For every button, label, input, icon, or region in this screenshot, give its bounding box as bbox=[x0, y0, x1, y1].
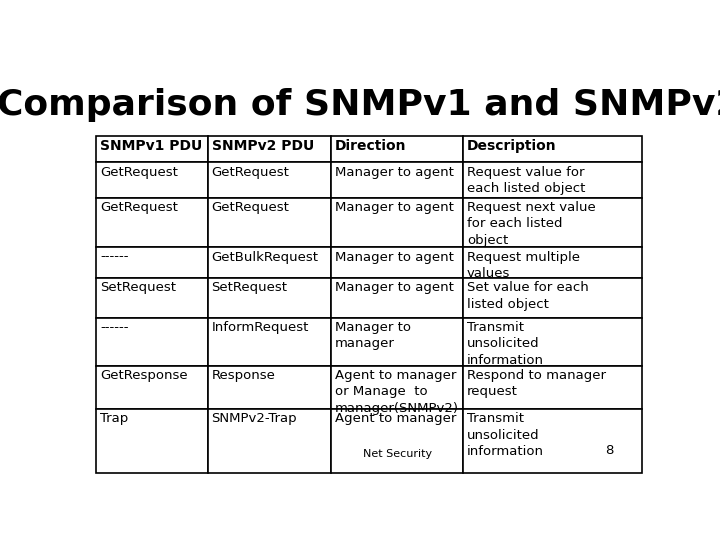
Text: Agent to manager
or Manage  to
manager(SNMPv2): Agent to manager or Manage to manager(SN… bbox=[335, 369, 459, 415]
Text: InformRequest: InformRequest bbox=[212, 321, 309, 334]
Bar bbox=[207, 247, 331, 278]
Bar bbox=[463, 409, 642, 473]
Bar bbox=[207, 409, 331, 473]
Bar bbox=[463, 163, 642, 198]
Text: Manager to
manager: Manager to manager bbox=[335, 321, 411, 350]
Text: SNMPv1 PDU: SNMPv1 PDU bbox=[100, 139, 202, 153]
Text: GetRequest: GetRequest bbox=[100, 201, 178, 214]
Text: Request multiple
values: Request multiple values bbox=[467, 251, 580, 280]
Text: SNMPv2 PDU: SNMPv2 PDU bbox=[212, 139, 314, 153]
Text: Request value for
each listed object: Request value for each listed object bbox=[467, 166, 585, 195]
Bar bbox=[96, 198, 207, 247]
Text: Agent to manager: Agent to manager bbox=[335, 412, 456, 425]
Text: SetRequest: SetRequest bbox=[100, 281, 176, 294]
Text: Response: Response bbox=[212, 369, 275, 382]
Bar bbox=[463, 366, 642, 409]
Bar bbox=[96, 278, 207, 318]
Text: 8: 8 bbox=[606, 444, 614, 457]
Bar bbox=[463, 318, 642, 366]
Bar bbox=[207, 366, 331, 409]
Text: Description: Description bbox=[467, 139, 557, 153]
Bar bbox=[331, 247, 463, 278]
Bar bbox=[96, 318, 207, 366]
Text: GetResponse: GetResponse bbox=[100, 369, 188, 382]
Text: Manager to agent: Manager to agent bbox=[335, 166, 454, 179]
Text: Trap: Trap bbox=[100, 412, 128, 425]
Text: GetBulkRequest: GetBulkRequest bbox=[212, 251, 318, 264]
Text: SetRequest: SetRequest bbox=[212, 281, 287, 294]
Text: Request next value
for each listed
object: Request next value for each listed objec… bbox=[467, 201, 595, 247]
Bar bbox=[96, 136, 207, 163]
Bar bbox=[331, 136, 463, 163]
Text: Direction: Direction bbox=[335, 139, 407, 153]
Text: ------: ------ bbox=[100, 321, 129, 334]
Text: Set value for each
listed object: Set value for each listed object bbox=[467, 281, 589, 310]
Bar bbox=[463, 278, 642, 318]
Text: Manager to agent: Manager to agent bbox=[335, 281, 454, 294]
Bar bbox=[331, 409, 463, 473]
Bar bbox=[207, 136, 331, 163]
Text: Transmit
unsolicited
information: Transmit unsolicited information bbox=[467, 412, 544, 458]
Bar bbox=[207, 318, 331, 366]
Bar bbox=[331, 318, 463, 366]
Text: ------: ------ bbox=[100, 251, 129, 264]
Bar bbox=[463, 136, 642, 163]
Bar bbox=[207, 163, 331, 198]
Text: GetRequest: GetRequest bbox=[212, 166, 289, 179]
Text: Transmit
unsolicited
information: Transmit unsolicited information bbox=[467, 321, 544, 367]
Bar bbox=[96, 247, 207, 278]
Text: Manager to agent: Manager to agent bbox=[335, 201, 454, 214]
Bar bbox=[331, 163, 463, 198]
Bar bbox=[207, 278, 331, 318]
Text: GetRequest: GetRequest bbox=[100, 166, 178, 179]
Bar bbox=[331, 278, 463, 318]
Text: Net Security: Net Security bbox=[363, 449, 432, 458]
Text: Manager to agent: Manager to agent bbox=[335, 251, 454, 264]
Bar bbox=[463, 247, 642, 278]
Bar bbox=[207, 198, 331, 247]
Text: Respond to manager
request: Respond to manager request bbox=[467, 369, 606, 398]
Bar bbox=[96, 366, 207, 409]
Bar bbox=[331, 366, 463, 409]
Bar bbox=[331, 198, 463, 247]
Text: Comparison of SNMPv1 and SNMPv2: Comparison of SNMPv1 and SNMPv2 bbox=[0, 88, 720, 122]
Text: GetRequest: GetRequest bbox=[212, 201, 289, 214]
Bar bbox=[463, 198, 642, 247]
Text: SNMPv2-Trap: SNMPv2-Trap bbox=[212, 412, 297, 425]
Bar bbox=[96, 163, 207, 198]
Bar bbox=[96, 409, 207, 473]
